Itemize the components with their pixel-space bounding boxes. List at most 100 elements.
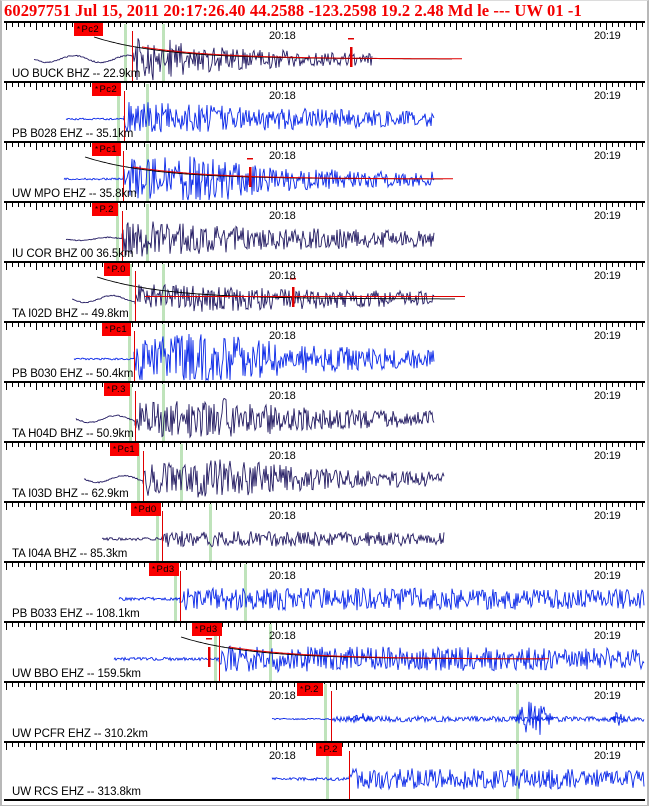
waveform-trace: [65, 102, 435, 133]
time-axis-label: 20:19: [594, 750, 621, 762]
trace-panel[interactable]: *P.2 20:18 20:19 UW RCS EHZ -- 313.8km: [4, 741, 645, 801]
phase-pick-line[interactable]: [135, 391, 136, 441]
green-time-marker: [162, 264, 165, 321]
phase-label[interactable]: *P.2: [297, 683, 323, 696]
green-time-marker: [146, 204, 149, 261]
phase-pick-line[interactable]: [162, 511, 163, 561]
trace-panel-stack: *Pc2 20:18 20:19 UO BUCK BHZ -- 22.9km *Pc2 2…: [4, 21, 645, 803]
trace-panel[interactable]: *P.2 20:18 20:19 UW PCFR EHZ -- 310.2km: [4, 681, 645, 741]
time-axis-label: 20:19: [594, 390, 621, 402]
waveform-trace: [271, 701, 645, 735]
trace-panel[interactable]: *Pd3 20:18 20:19 PB B033 EHZ -- 108.1km: [4, 561, 645, 621]
time-axis-label: 20:19: [594, 330, 621, 342]
phase-marker-star: *: [95, 85, 99, 94]
phase-name: P.3: [111, 384, 126, 395]
phase-pick-line[interactable]: [180, 571, 181, 621]
phase-name: P.2: [304, 684, 319, 695]
trace-panel[interactable]: *P.2 20:18 20:19 IU COR BHZ 00 36.5km: [4, 201, 645, 261]
phase-label[interactable]: *Pc1: [92, 143, 122, 156]
green-time-marker: [137, 444, 140, 501]
green-time-marker: [326, 744, 329, 799]
phase-marker-star: *: [107, 385, 111, 394]
phase-label[interactable]: *Pc1: [110, 443, 140, 456]
trace-panel[interactable]: *Pc2 20:18 20:19 UO BUCK BHZ -- 22.9km: [4, 21, 645, 81]
time-axis-label: 20:18: [269, 90, 296, 102]
trace-panel[interactable]: *Pc1 20:18 20:19 PB B030 EHZ -- 50.4km: [4, 321, 645, 381]
phase-name: P.0: [111, 264, 126, 275]
trace-panel[interactable]: *Pd3 20:18 20:19 UW BBO EHZ -- 159.5km: [4, 621, 645, 681]
green-time-marker: [214, 624, 217, 681]
phase-label[interactable]: *Pd3: [149, 563, 179, 576]
phase-label[interactable]: *P.3: [104, 383, 130, 396]
time-axis-label: 20:18: [269, 390, 296, 402]
phase-label[interactable]: *P.0: [104, 263, 130, 276]
green-time-marker: [516, 684, 519, 741]
phase-pick-line[interactable]: [143, 451, 144, 501]
phase-name: P.2: [99, 204, 114, 215]
phase-label[interactable]: *P.2: [316, 743, 342, 756]
phase-name: Pc2: [81, 24, 100, 35]
time-axis-label: 20:19: [594, 210, 621, 222]
phase-name: Pc1: [109, 324, 128, 335]
waveform-trace: [65, 221, 435, 257]
phase-marker-star: *: [195, 625, 199, 634]
trace-panel[interactable]: *P.0 20:18 20:19 TA I02D BHZ -- 49.8km: [4, 261, 645, 321]
waveform-trace: [72, 276, 465, 312]
green-time-marker: [116, 144, 119, 201]
phase-pick-line[interactable]: [123, 151, 124, 201]
phase-name: Pc2: [99, 84, 118, 95]
station-label: TA I02D BHZ -- 49.8km: [12, 308, 129, 320]
waveform-trace: [271, 767, 645, 791]
phase-marker-star: *: [95, 145, 99, 154]
phase-pick-line[interactable]: [219, 631, 220, 681]
phase-pick-line[interactable]: [122, 211, 123, 261]
phase-pick-line[interactable]: [331, 691, 332, 741]
time-axis-label: 20:18: [269, 750, 296, 762]
time-axis-label: 20:19: [594, 510, 621, 522]
green-time-marker: [116, 204, 119, 261]
phase-pick-line[interactable]: [349, 751, 350, 799]
station-label: IU COR BHZ 00 36.5km: [12, 248, 134, 260]
phase-pick-line[interactable]: [124, 91, 125, 141]
time-axis-label: 20:18: [269, 690, 296, 702]
phase-label[interactable]: *Pc2: [74, 23, 104, 36]
green-time-marker: [129, 384, 132, 441]
green-time-marker: [324, 684, 327, 741]
time-axis-label: 20:18: [269, 630, 296, 642]
station-label: UW MPO EHZ -- 35.8km: [12, 188, 137, 200]
phase-label[interactable]: *P.2: [92, 203, 118, 216]
phase-name: Pd0: [138, 504, 157, 515]
station-label: UW BBO EHZ -- 159.5km: [12, 668, 141, 680]
trace-panel[interactable]: *Pd0 20:18 20:19 TA I04A BHZ -- 85.3km: [4, 501, 645, 561]
green-time-marker: [129, 264, 132, 321]
station-label: TA I04A BHZ -- 85.3km: [12, 548, 128, 560]
trace-panel[interactable]: *Pc1 20:18 20:19 UW MPO EHZ -- 35.8km: [4, 141, 645, 201]
trace-panel[interactable]: *P.3 20:18 20:19 TA H04D BHZ -- 50.9km: [4, 381, 645, 441]
phase-label[interactable]: *Pc2: [92, 83, 122, 96]
station-label: PB B028 EHZ -- 35.1km: [12, 128, 134, 140]
phase-marker-star: *: [152, 565, 156, 574]
phase-marker-star: *: [113, 445, 117, 454]
phase-marker-star: *: [105, 325, 109, 334]
phase-pick-line[interactable]: [132, 31, 133, 81]
station-label: UO BUCK BHZ -- 22.9km: [12, 68, 141, 80]
phase-name: Pd3: [156, 564, 175, 575]
phase-pick-line[interactable]: [135, 271, 136, 321]
phase-pick-line[interactable]: [134, 331, 135, 381]
station-label: PB B033 EHZ -- 108.1km: [12, 608, 140, 620]
station-label: TA I03D BHZ -- 62.9km: [12, 488, 129, 500]
phase-label[interactable]: *Pd0: [131, 503, 161, 516]
green-time-marker: [209, 504, 212, 561]
time-axis-label: 20:18: [269, 570, 296, 582]
station-label: UW PCFR EHZ -- 310.2km: [12, 728, 148, 740]
green-time-marker: [244, 564, 247, 621]
time-axis-label: 20:19: [594, 570, 621, 582]
trace-panel[interactable]: *Pc2 20:18 20:19 PB B028 EHZ -- 35.1km: [4, 81, 645, 141]
time-axis-label: 20:19: [594, 270, 621, 282]
phase-label[interactable]: *Pd3: [192, 623, 222, 636]
waveform-trace: [118, 586, 645, 612]
green-time-marker: [124, 24, 127, 81]
trace-panel[interactable]: *Pc1 20:18 20:19 TA I03D BHZ -- 62.9km: [4, 441, 645, 501]
phase-label[interactable]: *Pc1: [102, 323, 132, 336]
